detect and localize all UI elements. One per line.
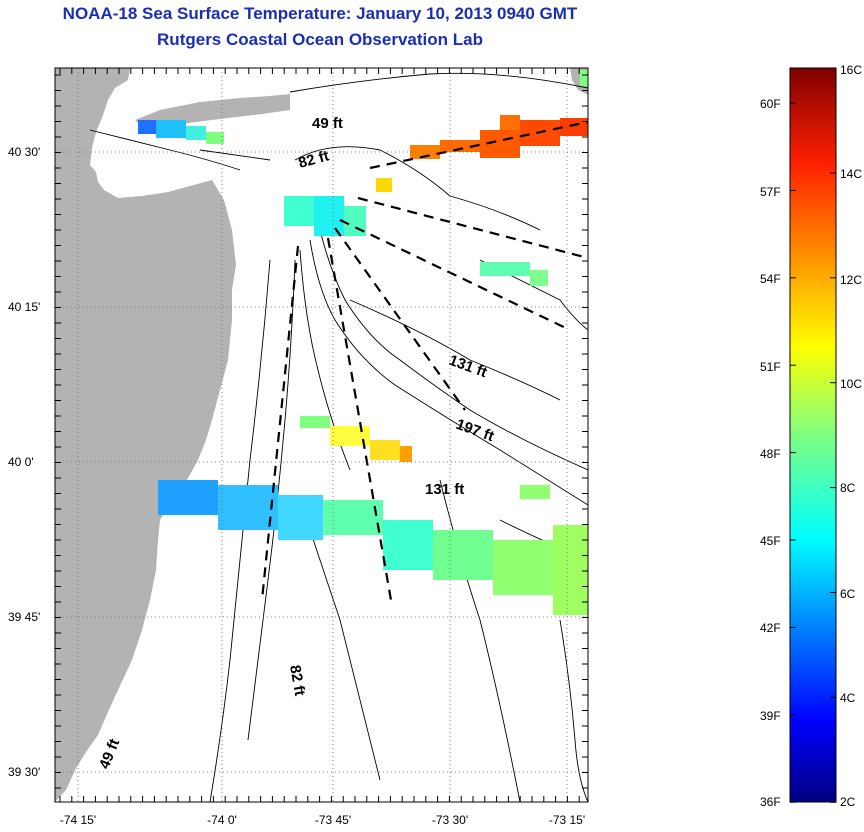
colorbar-fahrenheit-label: 48F [760, 447, 781, 461]
lon-tick-label: -73 45' [315, 813, 351, 827]
lat-tick-label: 39 45' [8, 610, 40, 624]
colorbar-fahrenheit-label: 36F [760, 795, 781, 809]
lon-tick-label: -74 15' [60, 813, 96, 827]
frame-ticks [55, 68, 588, 802]
depth-label-82ft-south: 82 ft [286, 664, 308, 697]
sst-patch-long-island [138, 120, 224, 144]
colorbar-celsius-label: 16C [840, 63, 862, 77]
map-graticule [55, 68, 588, 802]
colorbar-fahrenheit-label: 45F [760, 534, 781, 548]
colorbar-celsius-label: 4C [840, 691, 856, 705]
map-title: NOAA-18 Sea Surface Temperature: January… [62, 4, 578, 23]
colorbar-celsius-label: 2C [840, 795, 856, 809]
map-frame [54, 67, 589, 803]
glider-track-lines [260, 120, 588, 607]
colorbar-fahrenheit-label: 42F [760, 621, 781, 635]
sst-data-pixels [138, 70, 588, 615]
sst-patch-ny-bight [284, 196, 548, 286]
colorbar-fahrenheit-label: 57F [760, 185, 781, 199]
map-subtitle: Rutgers Coastal Ocean Observation Lab [157, 30, 483, 49]
temperature-colorbar [789, 67, 837, 803]
colorbar-fahrenheit-label: 51F [760, 360, 781, 374]
lat-tick-label: 39 30' [8, 765, 40, 779]
depth-label-131ft-b: 131 ft [425, 481, 464, 498]
depth-label-49ft-north: 49 ft [312, 115, 343, 132]
colorbar-fahrenheit-label: 60F [760, 97, 781, 111]
lat-tick-label: 40 15' [8, 300, 40, 314]
colorbar-celsius-label: 8C [840, 481, 856, 495]
lat-tick-label: 40 30' [8, 145, 40, 159]
lon-tick-label: -73 15' [549, 813, 585, 827]
lon-tick-label: -74 0' [207, 813, 237, 827]
colorbar-celsius-label: 6C [840, 587, 856, 601]
lon-tick-label: -73 30' [432, 813, 468, 827]
colorbar-fahrenheit-label: 54F [760, 272, 781, 286]
sst-patch-south-band [158, 480, 588, 615]
land-new-jersey [55, 68, 236, 802]
colorbar-celsius-label: 14C [840, 167, 862, 181]
sst-patch-midshelf [300, 416, 412, 462]
colorbar-ticks [790, 67, 836, 803]
bathymetry-contours [89, 72, 588, 802]
colorbar-celsius-label: 12C [840, 273, 862, 287]
colorbar-fahrenheit-label: 39F [760, 709, 781, 723]
lat-tick-label: 40 0' [8, 455, 34, 469]
colorbar-celsius-label: 10C [840, 377, 862, 391]
